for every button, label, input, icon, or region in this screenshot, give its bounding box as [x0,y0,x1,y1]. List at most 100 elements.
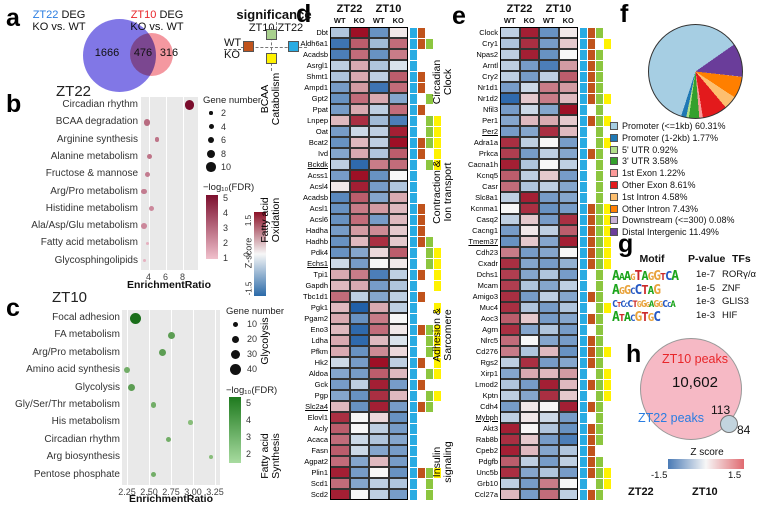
heatmap-d-cell [349,71,369,82]
heatmap-e-sig-ko [604,346,611,357]
dotplot-b-xlabel: EnrichmentRatio [126,279,211,291]
heatmap-d-sig-wt [426,115,433,126]
heatmap-e-gene-label: Cxadr [477,259,498,268]
heatmap-e-sig-wt [596,60,603,71]
dotplot_b-data-point [146,154,152,160]
heatmap-d-gene-label: Oat [315,127,328,136]
heatmap-e-cell [519,236,539,247]
heatmap-d-cell [349,379,369,390]
heatmap-d-gene-label: Echs1 [307,259,328,268]
heatmap-e-sig-zt22 [580,148,587,159]
heatmap-e-cell [519,346,539,357]
heatmap-e-sig-zt22 [580,291,587,302]
heatmap-e-cell [519,170,539,181]
heatmap-e-group-zt22: ZT22 [506,3,533,15]
heatmap-d-cell [330,368,350,379]
heatmap-d-cell [330,324,350,335]
legend-fdr-tick: 5 [223,193,229,203]
dotplot_b-legend-size-title: Gene number [203,95,262,106]
dotplot-c-title: ZT10 [52,289,88,306]
heatmap-e-sig-zt22 [580,379,587,390]
heatmap-d-cell [330,291,350,302]
heatmap-d-col-label: KO [353,16,365,25]
heatmap-d-cell [330,115,350,126]
heatmap-e-gene-label: Unc5b [476,468,498,477]
dotplot_c-x-tick: 2.75 [162,487,180,497]
heatmap-d-sig-wt [426,390,433,401]
heatmap-d-cell [349,203,369,214]
dotplot_c-x-tick: 2.25 [118,487,136,497]
heatmap-e-cell [500,335,520,346]
panel-g-letter: g [618,230,634,258]
dotplot_c-legend-color-title: −log₁₀(FDR) [226,385,278,396]
heatmap-e-cell [519,302,539,313]
heatmap-e-sig-ko [604,258,611,269]
venn-h-zbar-max: 1.5 [728,470,742,481]
heatmap-d-cell [349,137,369,148]
heatmap-e-cell [558,225,578,236]
heatmap-e-sig-ko [604,137,611,148]
gridline [148,97,150,270]
heatmap-d-sig-zt22 [410,412,417,423]
dotplot_b-data-point [184,100,195,110]
zscore-colorbar [254,212,266,296]
pie-legend-item: Other Exon 8.61% [610,180,696,190]
heatmap-d-sig-zt22 [410,357,417,368]
heatmap-e-gene-label: Arntl [482,61,498,70]
heatmap-d-sig-zt10 [418,357,425,368]
heatmap-e-cell [558,434,578,445]
heatmap-e-sig-wt [596,269,603,280]
heatmap-d-cell [330,467,350,478]
heatmap-e-cell [539,269,559,280]
motif-tf: GLIS3 [722,296,749,307]
heatmap-d-cell [330,49,350,60]
heatmap-e-cell [519,478,539,489]
gridline [182,97,184,270]
legend-size-value: 20 [247,334,258,344]
dotplot_b-data-point [145,241,150,246]
heatmap-d-cell [369,467,389,478]
heatmap-d-cell [349,49,369,60]
heatmap-d-sig-zt22 [410,467,417,478]
heatmap-e-sig-wt [596,335,603,346]
heatmap-d-gene-label: Gck [314,380,328,389]
heatmap-e-cell [539,412,559,423]
pie-legend-swatch [610,145,618,154]
heatmap-e-cell [519,445,539,456]
dotplot_c-data-point [150,402,157,408]
heatmap-d-cell [369,247,389,258]
heatmap-e-sig-zt10 [588,291,595,302]
heatmap-e-gene-label: Tmem37 [468,237,498,246]
dotplot_c-x-tick: 3.25 [206,487,224,497]
heatmap-d-cell [388,148,408,159]
heatmap-d-gene-label: Pgk1 [310,303,328,312]
heatmap-e-gene-label: Casr [482,182,498,191]
dotplot_b-category-label: Histidine metabolism [45,202,138,214]
heatmap-e-cell [519,412,539,423]
heatmap-e-sig-wt [596,181,603,192]
zscore-tick-mid: 0 [242,252,252,257]
heatmap-e-sig-wt [596,478,603,489]
dotplot_c-data-point [127,384,135,392]
pie-legend-item: Promoter (<=1kb) 60.31% [610,121,726,131]
pie-legend-swatch [610,181,618,189]
legend-size-dot [209,111,213,115]
dotplot_c-category-label: Focal adhesion [52,312,120,323]
dotplot_b-x-tick: 6 [162,272,168,282]
heatmap-e-sig-ko [604,302,611,313]
heatmap-e-cell [519,313,539,324]
heatmap-d-sig-zt22 [410,478,417,489]
pie-chart [648,24,743,119]
heatmap-e-cell [519,467,539,478]
heatmap-e-sig-zt22 [580,192,587,203]
heatmap-d-gene-label: Dbt [316,28,328,37]
heatmap-d-sig-ko [434,258,441,269]
heatmap-d-cell [388,214,408,225]
heatmap-e-sig-wt [596,225,603,236]
heatmap-e-gene-label: Mybph [475,413,498,422]
heatmap-d-cell [349,214,369,225]
legend-size-dot [207,136,215,144]
heatmap-e-sig-ko [604,247,611,258]
heatmap-d-cell [388,346,408,357]
